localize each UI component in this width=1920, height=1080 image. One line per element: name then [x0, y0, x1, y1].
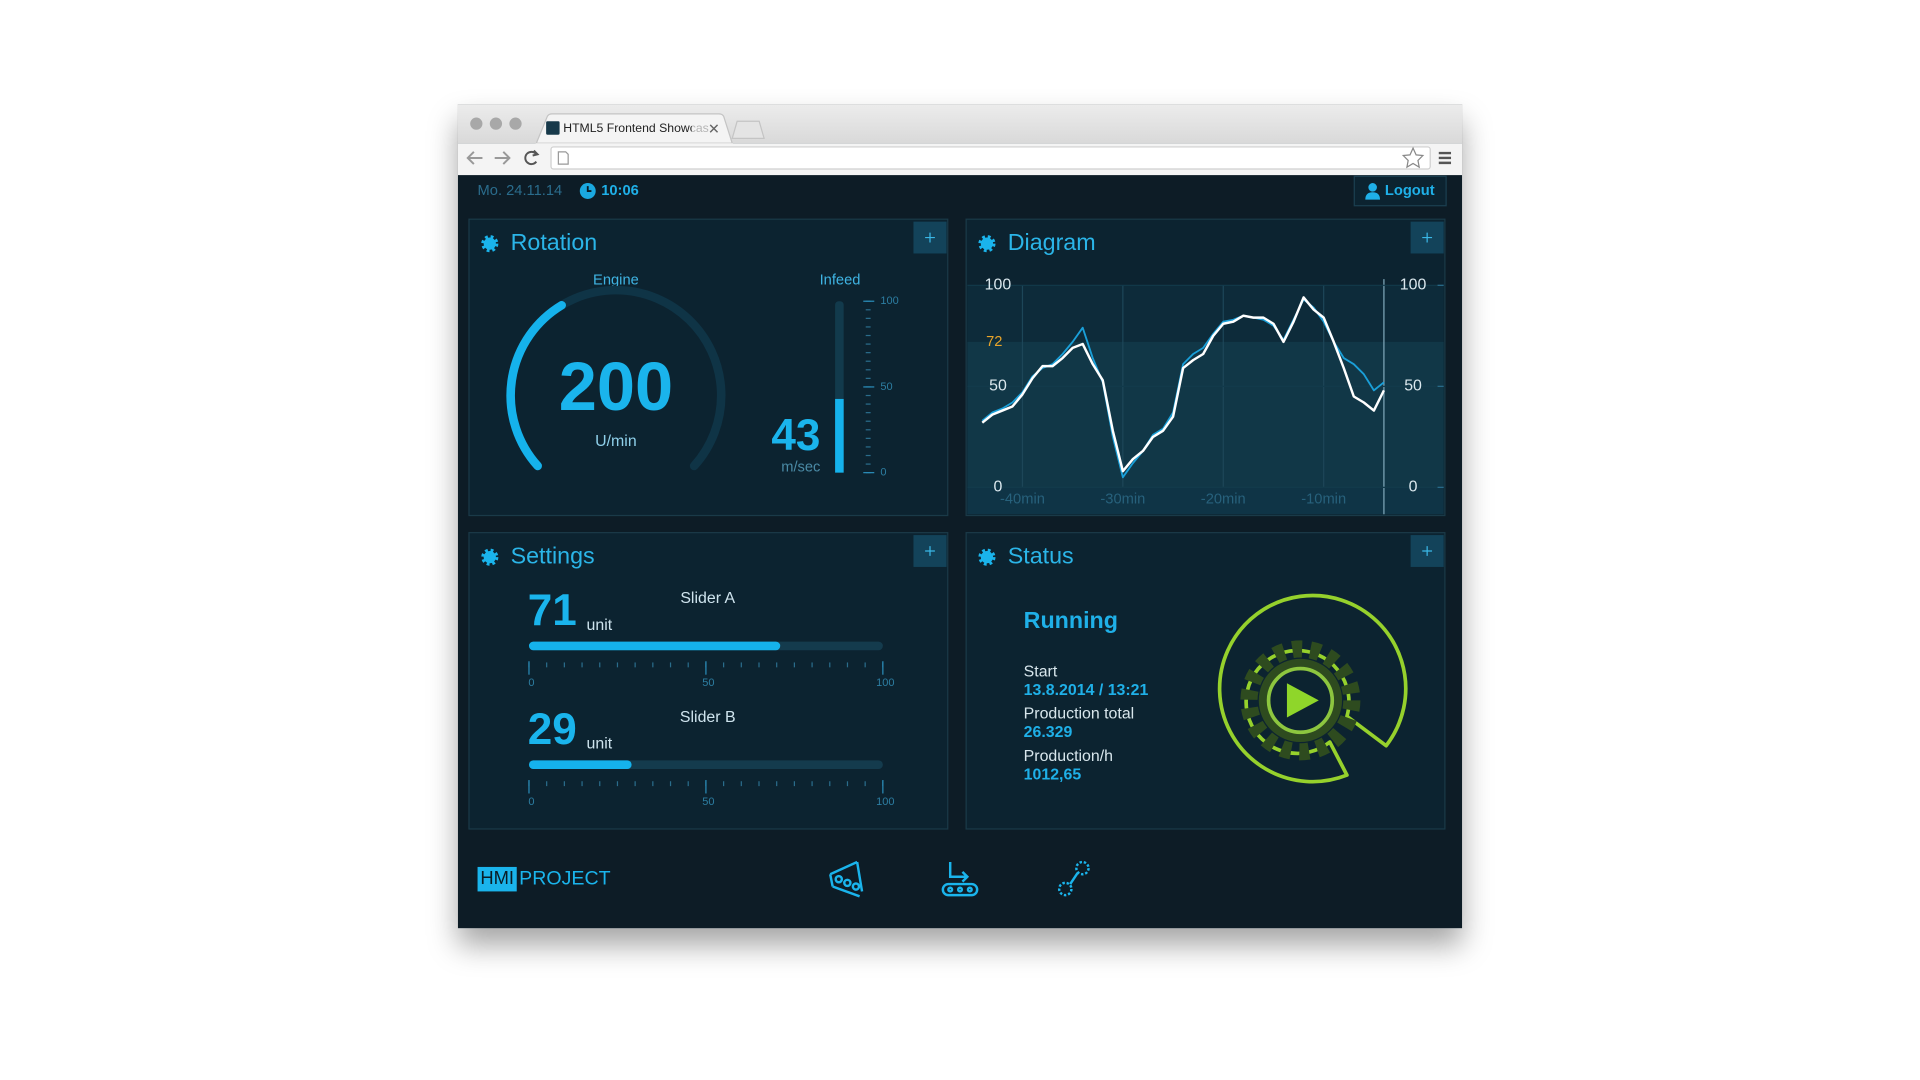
infeed-value: 43	[771, 411, 820, 460]
tick-label: 100	[876, 677, 894, 689]
window-zoom[interactable]	[509, 117, 522, 130]
tab-title: HTML5 Frontend Showcas	[563, 121, 709, 135]
slider-label: Slider A	[680, 590, 735, 607]
gear-teeth	[1240, 640, 1361, 761]
gauge-fill	[506, 300, 566, 471]
slider-value: 29	[528, 705, 577, 754]
bookmark-star[interactable]	[1401, 146, 1425, 169]
tick-label: 50	[702, 677, 714, 689]
diagram-panel: Diagram 72 -40min -30min -20min -10min 0 50 100…	[965, 218, 1446, 517]
slider-unit: unit	[587, 736, 613, 753]
x-tick-label: -30min	[1100, 491, 1145, 507]
y-tick-label: 50	[989, 378, 1007, 395]
gear-icon	[978, 235, 996, 253]
forward-button[interactable]	[494, 151, 511, 165]
tick-label: 100	[876, 796, 894, 808]
engine-value: 200	[559, 348, 673, 425]
status-state: Running	[1024, 607, 1118, 633]
clock-hands	[586, 186, 592, 192]
field-label: Production/h	[1024, 748, 1113, 765]
engine-label: Engine	[593, 272, 639, 288]
tab[interactable]	[535, 113, 734, 144]
tab-fade	[691, 117, 709, 140]
logo-mark-box	[477, 866, 517, 892]
logout-button[interactable]	[1353, 175, 1447, 207]
play-button[interactable]	[1286, 683, 1319, 718]
field-value: 13.8.2014 / 13:21	[1024, 682, 1149, 699]
slider-fill	[528, 760, 632, 769]
tab-close[interactable]	[709, 124, 719, 133]
favicon	[546, 121, 560, 135]
y-tick-label: 0	[994, 479, 1003, 496]
panel-title: Diagram	[1008, 229, 1096, 255]
tick-label: 50	[880, 381, 892, 393]
x-tick-label: -20min	[1201, 491, 1246, 507]
gear-icon	[481, 235, 499, 253]
page-icon	[557, 151, 569, 165]
y2-tick-label: 100	[1400, 277, 1427, 294]
logo-text: PROJECT	[519, 867, 610, 889]
panel-title: Rotation	[511, 229, 598, 255]
field-value: 1012,65	[1024, 766, 1082, 783]
gear-icon	[481, 548, 499, 566]
y2-tick-label: 0	[1409, 479, 1418, 496]
window-close[interactable]	[470, 117, 483, 130]
tick-label: 0	[528, 796, 534, 808]
slider-value: 71	[528, 586, 577, 635]
tick-label: 0	[880, 467, 886, 479]
user-icon-head	[1368, 183, 1377, 192]
y-tick-label: 100	[985, 277, 1012, 294]
date: Mo. 24.11.14	[478, 183, 563, 199]
panel-title: Status	[1008, 542, 1074, 568]
logout-label[interactable]: Logout	[1385, 183, 1435, 199]
time: 10:06	[601, 183, 639, 199]
field-label: Production total	[1024, 706, 1135, 723]
panel-frame	[468, 532, 949, 830]
threshold-label: 72	[986, 334, 1002, 350]
plus-icon	[1422, 546, 1433, 556]
user-icon-body	[1365, 192, 1380, 200]
infeed-unit: m/sec	[781, 460, 820, 476]
nav-conveyor[interactable]	[829, 860, 864, 898]
tick-label: 0	[528, 677, 534, 689]
slider-fill	[528, 641, 781, 651]
plus-icon	[925, 546, 935, 556]
menu-button[interactable]	[1438, 151, 1452, 165]
plus-icon	[925, 232, 935, 243]
address-bar[interactable]	[550, 146, 1431, 170]
field-value: 26.329	[1024, 724, 1073, 741]
panel-frame	[468, 218, 949, 517]
x-tick-label: -10min	[1301, 491, 1346, 507]
nav-infeed[interactable]	[941, 862, 979, 897]
engine-unit: U/min	[595, 433, 637, 450]
slider-label: Slider B	[680, 709, 736, 726]
tick-label: 100	[880, 295, 898, 307]
infeed-label: Infeed	[820, 272, 861, 288]
x-axis-strip	[967, 487, 1444, 515]
plus-icon	[1422, 232, 1433, 243]
status-panel: Status Running Start 13.8.2014 / 13:21 Pro…	[965, 532, 1446, 830]
gear-icon	[978, 548, 996, 566]
settings-panel: Settings Slider A 71 unit 0 50 100 Slider B 29 u…	[468, 532, 949, 830]
panel-title: Settings	[511, 542, 595, 568]
rotation-panel: Rotation Engine 200 U/min Infeed 43 m/se…	[468, 218, 949, 517]
logo-mark: HMI	[480, 867, 514, 888]
slider-unit: unit	[587, 617, 613, 634]
threshold-band	[967, 341, 1444, 488]
new-tab[interactable]	[731, 120, 765, 139]
tick-label: 50	[702, 796, 714, 808]
field-label: Start	[1024, 663, 1058, 680]
back-button[interactable]	[466, 151, 483, 165]
infeed-bar	[835, 398, 844, 473]
window-minimize[interactable]	[489, 117, 503, 130]
reload-button[interactable]	[524, 149, 540, 166]
nav-gears[interactable]	[1057, 860, 1090, 897]
panel-frame	[965, 532, 1446, 830]
x-tick-label: -40min	[1000, 491, 1045, 507]
y2-tick-label: 50	[1404, 378, 1422, 395]
series-line	[981, 296, 1386, 473]
